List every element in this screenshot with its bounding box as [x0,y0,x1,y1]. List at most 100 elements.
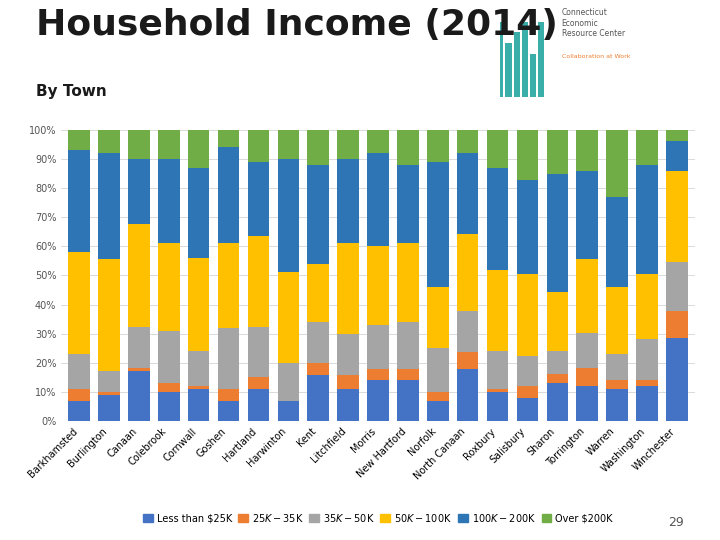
Bar [606,197,628,287]
Bar [278,130,299,159]
Bar [367,130,389,153]
Bar [487,130,508,167]
Bar [487,392,508,421]
Bar [158,331,179,383]
Bar [457,312,478,352]
Bar [98,395,120,421]
Bar [128,224,150,327]
Bar [338,334,359,375]
Bar [457,369,478,421]
Bar [338,375,359,389]
Bar [546,350,568,374]
Bar [248,327,269,377]
Bar [636,386,658,421]
Bar [128,368,150,371]
Bar [606,389,628,421]
Bar [498,22,503,97]
Bar [307,264,329,322]
Bar [546,130,568,174]
Bar [606,130,628,197]
Bar [487,167,508,269]
Bar [397,369,418,380]
Text: Connecticut
Economic
Resource Center: Connecticut Economic Resource Center [562,8,625,38]
Bar [98,153,120,259]
Bar [427,161,449,287]
Bar [397,130,418,165]
Bar [278,401,299,421]
Bar [218,147,239,244]
Bar [218,328,239,389]
Bar [128,327,150,368]
Bar [397,380,418,421]
Bar [98,259,120,371]
Bar [218,244,239,328]
Bar [367,369,389,380]
Bar [636,274,658,339]
Bar [397,322,418,369]
Bar [606,380,628,389]
Bar [577,368,598,386]
Bar [367,246,389,325]
Bar [397,244,418,322]
Bar [427,392,449,401]
Bar [530,54,536,97]
Bar [427,287,449,348]
Bar [546,374,568,383]
Bar [128,130,150,159]
Bar [666,141,688,171]
Bar [188,351,210,386]
Bar [367,153,389,246]
Bar [636,339,658,380]
Bar [188,258,210,351]
Text: By Town: By Town [36,84,107,99]
Bar [427,348,449,392]
Bar [158,130,179,159]
Bar [307,375,329,421]
Bar [218,130,239,147]
Bar [158,383,179,392]
Bar [666,312,688,338]
Bar [367,325,389,369]
Bar [338,159,359,244]
Bar [367,380,389,421]
Bar [307,165,329,264]
Bar [457,233,478,312]
Bar [248,130,269,162]
Bar [517,386,538,397]
Bar [278,273,299,363]
Bar [338,130,359,159]
Bar [307,363,329,375]
Bar [457,352,478,369]
Bar [505,43,511,97]
Bar [98,392,120,395]
Text: Household Income (2014): Household Income (2014) [36,8,558,42]
Bar [158,159,179,244]
Bar [248,389,269,421]
Bar [538,22,544,97]
Bar [68,252,90,354]
Bar [577,171,598,259]
Bar [307,322,329,363]
Bar [513,32,520,97]
Bar [606,287,628,354]
Bar [577,130,598,171]
Bar [307,130,329,165]
Bar [188,130,210,167]
Bar [666,171,688,262]
Bar [98,371,120,392]
Bar [577,386,598,421]
Legend: Less than $25K, $25K-$35K, $35K-$50K, $50K-$100K, $100K-$200K, Over $200K: Less than $25K, $25K-$35K, $35K-$50K, $5… [140,508,616,528]
Bar [606,354,628,380]
Bar [427,401,449,421]
Bar [188,389,210,421]
Bar [188,167,210,258]
Bar [218,401,239,421]
Bar [218,389,239,401]
Bar [128,371,150,421]
Bar [338,244,359,334]
Bar [278,159,299,273]
Bar [636,380,658,386]
Bar [457,153,478,233]
Bar [546,292,568,350]
Bar [68,389,90,401]
